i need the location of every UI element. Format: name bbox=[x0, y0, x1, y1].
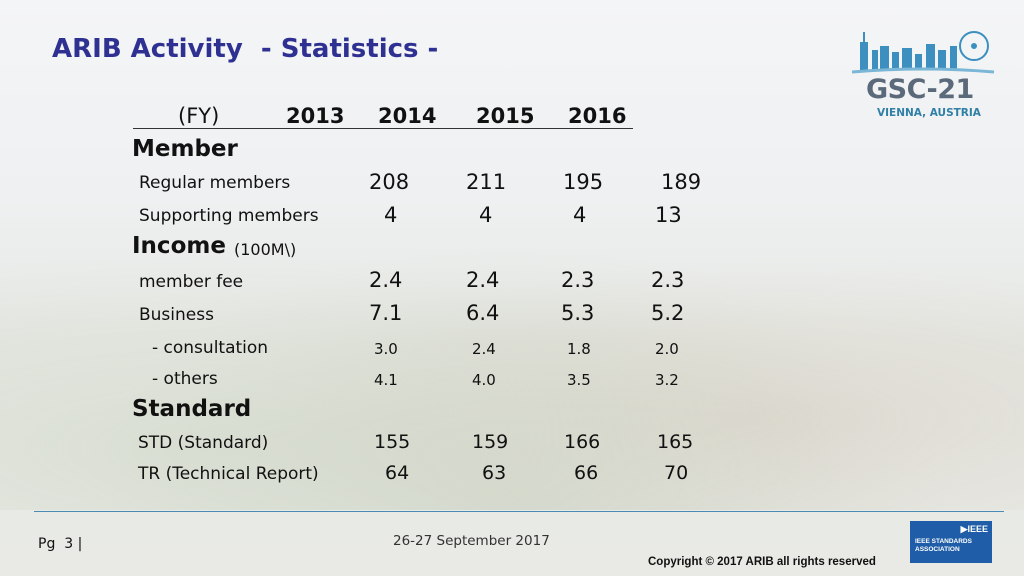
cell-value: 159 bbox=[472, 431, 509, 453]
logo-subtitle: VIENNA, AUSTRIA bbox=[877, 107, 981, 119]
row-label: Supporting members bbox=[139, 206, 319, 226]
cell-value: 165 bbox=[657, 431, 694, 453]
cell-value: 208 bbox=[369, 170, 410, 194]
cell-value: 189 bbox=[661, 170, 702, 194]
cell-value: 7.1 bbox=[369, 301, 403, 325]
cell-value: 2.4 bbox=[369, 268, 403, 292]
row-label: - consultation bbox=[152, 338, 269, 358]
cell-value: 5.3 bbox=[561, 301, 595, 325]
cell-value: 70 bbox=[664, 462, 689, 484]
slide-title: ARIB Activity - Statistics - bbox=[52, 34, 439, 64]
section-title-standard: Standard bbox=[132, 396, 252, 422]
ieee-sa-text: IEEE STANDARDS ASSOCIATION bbox=[915, 538, 972, 553]
row-label: Regular members bbox=[139, 173, 291, 193]
header-year-2016: 2016 bbox=[568, 104, 627, 128]
page-number: Pg 3 | bbox=[38, 536, 83, 552]
logo-text: GSC-21 bbox=[866, 74, 974, 105]
header-year-2015: 2015 bbox=[476, 104, 535, 128]
header-year-2013: 2013 bbox=[286, 104, 345, 128]
row-label: - others bbox=[152, 369, 218, 389]
cell-value: 64 bbox=[385, 462, 410, 484]
cell-value: 2.4 bbox=[472, 340, 496, 358]
header-year-2014: 2014 bbox=[378, 104, 437, 128]
background-photo bbox=[0, 200, 1024, 510]
cell-value: 5.2 bbox=[651, 301, 685, 325]
gsc-21-logo bbox=[851, 31, 995, 74]
section-title-member: Member bbox=[132, 136, 238, 162]
row-label: TR (Technical Report) bbox=[138, 464, 319, 484]
cell-value: 2.0 bbox=[655, 340, 679, 358]
cell-value: 66 bbox=[574, 462, 599, 484]
cell-value: 195 bbox=[563, 170, 604, 194]
ieee-mark: ▶IEEE bbox=[960, 524, 988, 534]
cell-value: 166 bbox=[564, 431, 601, 453]
row-label: member fee bbox=[139, 272, 244, 292]
footer-date: 26-27 September 2017 bbox=[393, 533, 550, 549]
cell-value: 4.1 bbox=[374, 371, 398, 389]
cell-value: 2.3 bbox=[561, 268, 595, 292]
row-label: Business bbox=[139, 305, 214, 325]
cell-value: 13 bbox=[655, 203, 682, 227]
ieee-sa-logo: ▶IEEE IEEE STANDARDS ASSOCIATION bbox=[910, 521, 992, 563]
section-title-income: Income bbox=[132, 233, 226, 259]
header-fy: (FY) bbox=[178, 104, 220, 128]
cell-value: 63 bbox=[482, 462, 507, 484]
cell-value: 211 bbox=[466, 170, 507, 194]
cell-value: 3.5 bbox=[567, 371, 591, 389]
header-underline bbox=[133, 128, 633, 129]
footer-divider bbox=[34, 511, 1004, 512]
cell-value: 2.4 bbox=[466, 268, 500, 292]
cell-value: 6.4 bbox=[466, 301, 500, 325]
cell-value: 3.0 bbox=[374, 340, 398, 358]
copyright-text: Copyright © 2017 ARIB all rights reserve… bbox=[648, 556, 876, 568]
cell-value: 4 bbox=[573, 203, 587, 227]
income-unit-note: (100M\) bbox=[234, 240, 297, 259]
cell-value: 4.0 bbox=[472, 371, 496, 389]
cell-value: 4 bbox=[384, 203, 398, 227]
cell-value: 2.3 bbox=[651, 268, 685, 292]
cell-value: 4 bbox=[479, 203, 493, 227]
row-label: STD (Standard) bbox=[138, 433, 269, 453]
cell-value: 3.2 bbox=[655, 371, 679, 389]
cell-value: 1.8 bbox=[567, 340, 591, 358]
cell-value: 155 bbox=[374, 431, 411, 453]
